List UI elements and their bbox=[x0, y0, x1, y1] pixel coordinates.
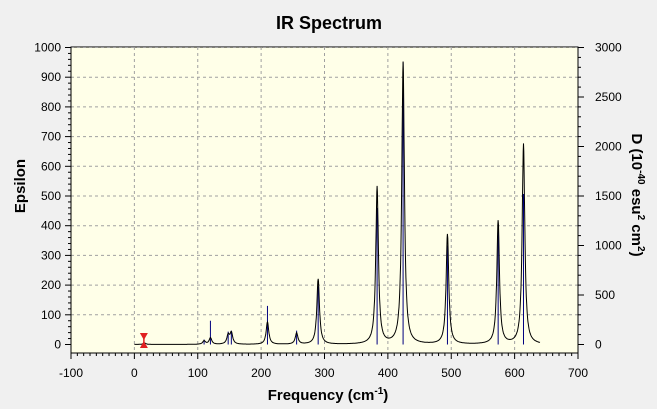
x-tick-label: 300 bbox=[314, 366, 334, 380]
x-axis-ticks: -100 0 100 200 300 400 500 600 700 bbox=[59, 352, 588, 380]
chart-title: IR Spectrum bbox=[276, 13, 382, 33]
y2-tick-label: 2000 bbox=[595, 140, 622, 154]
y-tick-label: 500 bbox=[41, 189, 61, 203]
x-tick-label: -100 bbox=[59, 366, 83, 380]
y-tick-label: 700 bbox=[41, 130, 61, 144]
y-tick-label: 400 bbox=[41, 219, 61, 233]
marker-top-triangle bbox=[139, 333, 148, 340]
x-tick-label: 200 bbox=[251, 366, 271, 380]
x-tick-label: 700 bbox=[568, 366, 588, 380]
y-tick-label: 900 bbox=[41, 70, 61, 84]
y2-tick-label: 1500 bbox=[595, 189, 622, 203]
x-tick-label: 600 bbox=[505, 366, 525, 380]
y-tick-label: 100 bbox=[41, 308, 61, 322]
y2-tick-label: 2500 bbox=[595, 90, 622, 104]
y2-tick-label: 1000 bbox=[595, 239, 622, 253]
y-tick-label: 200 bbox=[41, 278, 61, 292]
y2-tick-label: 500 bbox=[595, 288, 615, 302]
x-tick-label: 100 bbox=[188, 366, 208, 380]
y-tick-label: 600 bbox=[41, 159, 61, 173]
y-tick-label: 800 bbox=[41, 100, 61, 114]
y2-tick-label: 3000 bbox=[595, 41, 622, 55]
y-tick-label: 1000 bbox=[34, 41, 61, 55]
y-axis-title: Epsilon bbox=[12, 159, 29, 213]
x-tick-label: 0 bbox=[131, 366, 138, 380]
x-axis-title: Frequency (cm-1) bbox=[268, 386, 389, 404]
spectrum-curve bbox=[134, 61, 541, 345]
y-tick-label: 300 bbox=[41, 248, 61, 262]
marker-bottom-triangle bbox=[139, 341, 148, 348]
frequency-marker[interactable] bbox=[139, 333, 148, 348]
y2-axis-ticks: 0 500 1000 1500 2000 2500 3000 bbox=[577, 41, 622, 353]
y2-axis-title: D (10-40 esu2 cm2) bbox=[628, 133, 646, 256]
stick-spectrum bbox=[144, 62, 524, 345]
y-tick-label: 0 bbox=[54, 338, 61, 352]
y2-tick-label: 0 bbox=[595, 338, 602, 352]
y-axis-ticks: 0 100 200 300 400 500 600 700 800 900 1000 bbox=[34, 41, 72, 353]
x-tick-label: 400 bbox=[378, 366, 398, 380]
x-tick-label: 500 bbox=[441, 366, 461, 380]
